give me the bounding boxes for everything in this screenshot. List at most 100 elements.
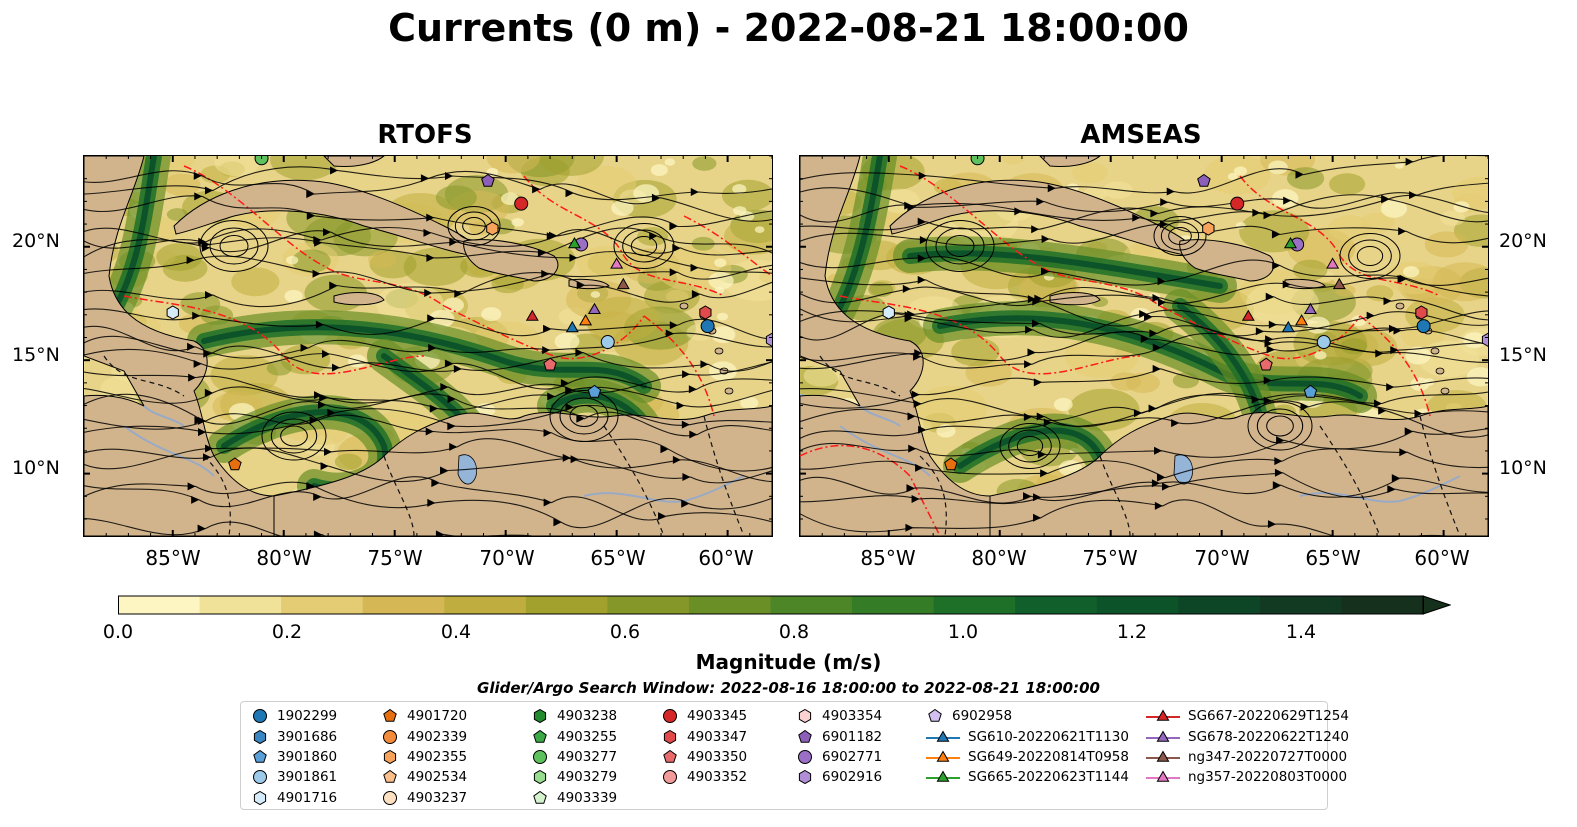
legend-item: ng347-20220727T0000 — [1146, 747, 1349, 767]
legend-label: 4902339 — [407, 728, 468, 745]
eddy-streamline — [1256, 408, 1304, 444]
streamline-arrow — [532, 185, 541, 194]
legend-marker-icon — [1146, 709, 1180, 721]
map-panel-rtofs[interactable] — [83, 155, 773, 537]
streamline-arrow — [917, 254, 926, 263]
legend-label: 4903237 — [407, 789, 468, 806]
slow-current-patch — [1453, 201, 1470, 213]
legend-marker-icon — [798, 709, 812, 724]
legend-label: 4903339 — [557, 789, 618, 806]
float-marker — [1230, 196, 1245, 211]
current-patch — [1386, 261, 1441, 295]
legend-marker-shape — [1156, 750, 1170, 762]
legend-item: 3901860 — [251, 747, 337, 767]
slow-current-patch — [1394, 162, 1404, 169]
eddy-streamline — [1008, 429, 1052, 463]
current-patch — [334, 453, 363, 470]
streamline — [84, 447, 772, 483]
streamline-arrow — [669, 321, 678, 330]
legend-marker-shape — [253, 749, 267, 763]
legend-marker-shape — [663, 749, 677, 763]
map-panel-amseas[interactable] — [799, 155, 1489, 537]
float-marker — [699, 305, 712, 320]
colorbar-segment — [688, 596, 771, 614]
colorbar-segment — [1015, 596, 1098, 614]
eddy-streamline — [1160, 221, 1200, 251]
streamline-arrow — [312, 269, 321, 278]
streamline-arrow — [1148, 404, 1157, 413]
streamline-arrow — [1263, 396, 1272, 405]
streamline-arrow — [319, 393, 328, 402]
slow-current-patch — [1305, 316, 1330, 334]
legend-item: 4901720 — [381, 706, 467, 726]
streamline-arrow — [1023, 492, 1032, 501]
slow-current-patch — [1403, 266, 1420, 278]
streamline-arrow — [429, 404, 438, 413]
streamline-arrow — [1391, 474, 1400, 483]
streamline-arrow — [1152, 293, 1161, 302]
streamline-arrow — [427, 498, 436, 507]
legend-label: 4903279 — [557, 769, 618, 786]
streamline-arrow — [1132, 213, 1141, 222]
current-patch — [1292, 259, 1328, 281]
float-marker — [579, 314, 593, 326]
legend-marker-icon — [1146, 750, 1180, 762]
float-marker — [1283, 237, 1297, 249]
streamline-arrow — [323, 228, 332, 237]
streamline-arrow — [187, 482, 196, 491]
country-border — [1419, 415, 1461, 536]
legend-item: 4903279 — [531, 767, 617, 787]
legend-marker-icon — [926, 730, 960, 742]
legend-marker-icon — [533, 790, 547, 804]
streamline-arrow — [1378, 406, 1387, 415]
colorbar-segment — [1096, 596, 1179, 614]
current-patch — [180, 292, 221, 317]
legend-label: 4903350 — [687, 748, 748, 765]
streamline-arrow — [904, 201, 913, 210]
lesser-antilles-island — [1395, 302, 1405, 310]
slow-current-patch — [1466, 367, 1488, 387]
current-patch — [803, 365, 840, 387]
legend-marker-icon — [928, 709, 942, 722]
streamline-arrow — [688, 385, 697, 394]
slow-current-patch — [611, 200, 634, 216]
streamline-arrow — [575, 348, 584, 357]
streamline-arrow — [1171, 419, 1180, 428]
streamline-arrow — [193, 359, 202, 368]
eddy-streamline — [569, 405, 599, 427]
slow-current-patch — [1423, 378, 1435, 386]
legend-marker-shape — [936, 730, 950, 742]
colorbar-tick: 1.0 — [947, 621, 979, 643]
float-marker — [1332, 277, 1346, 290]
lat-label-15n-left: 15°N — [12, 344, 60, 366]
legend-marker-icon — [383, 729, 397, 744]
slow-current-patch — [284, 289, 303, 303]
slow-current-patch — [650, 164, 668, 177]
current-patch — [1366, 285, 1394, 302]
slow-current-patch — [733, 206, 747, 216]
streamline-arrow — [1272, 261, 1281, 270]
streamline-arrow — [651, 193, 660, 202]
streamline-arrow — [426, 253, 435, 262]
legend-label: SG667-20220629T1254 — [1188, 708, 1349, 725]
lesser-antilles-island — [724, 387, 734, 395]
legend-label: 4903277 — [557, 748, 618, 765]
eddy-streamline — [1339, 233, 1401, 279]
legend-item: 4903237 — [381, 788, 467, 808]
colorbar-segment — [607, 596, 690, 614]
streamline-arrow — [908, 444, 917, 453]
streamline-arrow — [1399, 448, 1408, 457]
streamline-arrow — [1251, 395, 1260, 404]
streamline-arrow — [1264, 339, 1273, 348]
streamline-arrow — [1157, 277, 1166, 286]
streamline-arrow — [658, 512, 667, 521]
streamline-arrow — [649, 232, 658, 241]
legend-item: SG667-20220629T1254 — [1146, 706, 1349, 726]
streamline-arrow — [1160, 220, 1169, 229]
legend-marker-icon — [663, 749, 677, 763]
streamline-arrow — [1265, 292, 1274, 301]
country-border — [919, 455, 947, 536]
slow-current-patch — [1380, 199, 1408, 218]
streamline-arrow — [918, 171, 927, 180]
streamline-arrow — [1166, 187, 1175, 196]
